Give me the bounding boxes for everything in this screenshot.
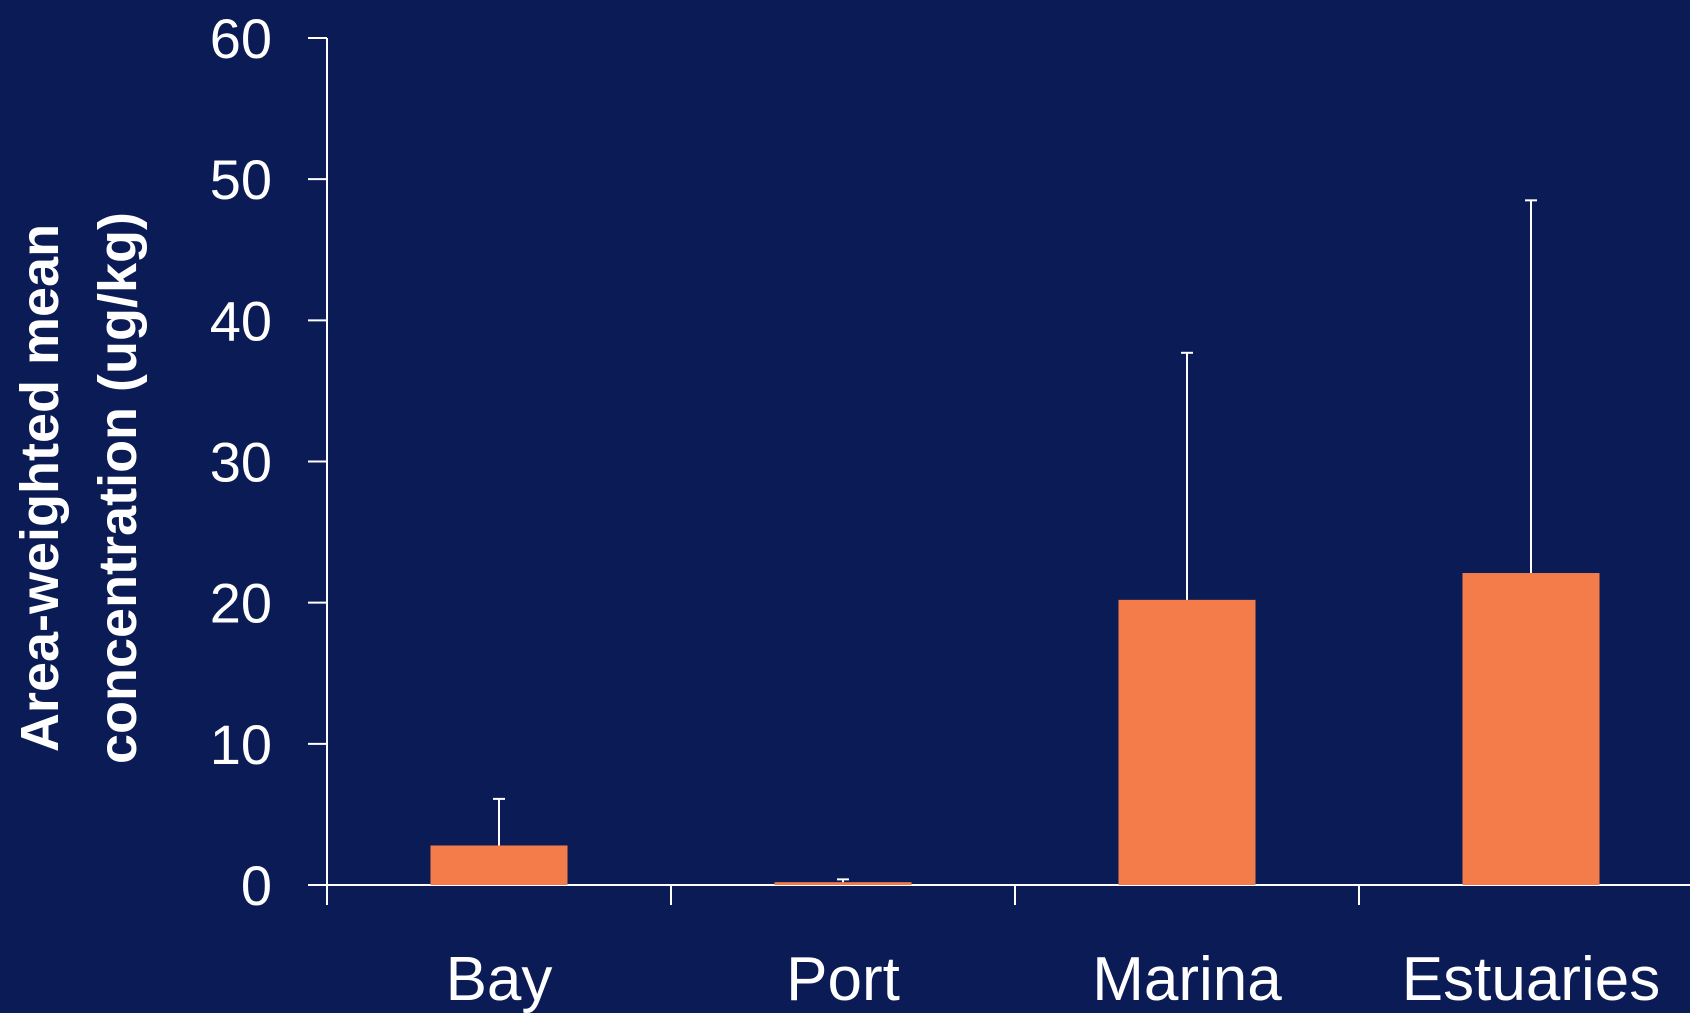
y-tick-label-30: 30 xyxy=(210,431,272,494)
y-tick-label-60: 60 xyxy=(210,7,272,70)
bar-bay xyxy=(430,845,568,885)
bars xyxy=(430,573,1600,885)
y-axis-label: Area-weighted mean concentration (ug/kg) xyxy=(10,212,148,764)
y-axis-label-line-2: concentration (ug/kg) xyxy=(88,212,148,764)
bar-marina xyxy=(1118,599,1256,885)
y-tick-label-10: 10 xyxy=(210,713,272,776)
y-tick-label-0: 0 xyxy=(241,854,272,917)
y-axis-label-line-1: Area-weighted mean xyxy=(10,224,70,752)
bar-estuaries xyxy=(1462,573,1600,885)
x-tick-label-estuaries: Estuaries xyxy=(1402,945,1660,1013)
y-tick-label-50: 50 xyxy=(210,148,272,211)
x-tick-label-marina: Marina xyxy=(1092,945,1282,1013)
bar-port xyxy=(774,882,912,885)
tick-labels: 0 10 20 30 40 50 60 Bay Port Marina Estuaries xyxy=(210,7,1661,1013)
x-tick-label-port: Port xyxy=(786,945,900,1013)
y-tick-label-20: 20 xyxy=(210,572,272,635)
error-bars xyxy=(493,199,1537,883)
x-tick-label-bay: Bay xyxy=(446,945,553,1013)
y-tick-label-40: 40 xyxy=(210,289,272,352)
